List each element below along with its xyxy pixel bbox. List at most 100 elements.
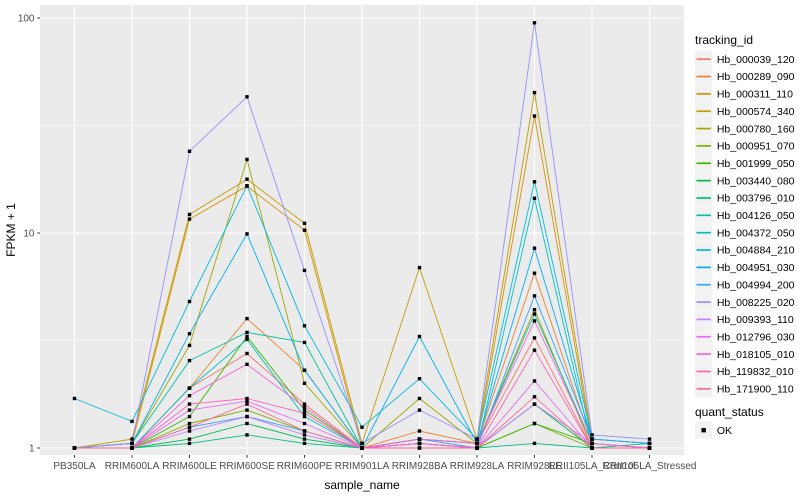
legend-entry: Hb_009393_110 bbox=[695, 310, 794, 329]
data-point bbox=[245, 351, 249, 356]
x-tick-label: RRIM600LE bbox=[162, 461, 217, 472]
data-point bbox=[245, 421, 249, 426]
data-point bbox=[590, 441, 594, 446]
data-point bbox=[245, 362, 249, 366]
legend-entry-label: Hb_000780_160 bbox=[717, 123, 795, 135]
legend-entry: Hb_003440_080 bbox=[695, 171, 795, 190]
x-tick-label: RRIM928LA bbox=[450, 461, 505, 472]
data-point bbox=[245, 399, 249, 403]
quant-point-swatch bbox=[701, 427, 706, 433]
data-point bbox=[72, 396, 77, 401]
data-point bbox=[245, 232, 249, 236]
legend-entry: Hb_000289_090 bbox=[695, 67, 795, 86]
data-point bbox=[302, 421, 307, 426]
data-point bbox=[302, 405, 307, 409]
data-point bbox=[417, 441, 422, 446]
data-point bbox=[532, 308, 537, 312]
x-tick-label: RRIM600SE bbox=[219, 461, 275, 472]
x-tick-label: RRIM928BA bbox=[392, 461, 448, 472]
legend-entry-label: Hb_004994_200 bbox=[717, 279, 795, 291]
legend-entry-label: Hb_000951_070 bbox=[717, 141, 795, 153]
data-point bbox=[130, 446, 134, 450]
data-point bbox=[187, 358, 192, 363]
data-point bbox=[417, 437, 422, 441]
data-point bbox=[245, 177, 249, 181]
x-tick-label: PB350LA bbox=[53, 461, 96, 472]
quant-entry-label: OK bbox=[717, 425, 732, 437]
data-point bbox=[302, 402, 307, 406]
legend-entry-label: Hb_000039_120 bbox=[717, 54, 795, 66]
legend-entry: Hb_018105_010 bbox=[695, 345, 795, 363]
data-point bbox=[187, 414, 192, 419]
data-point bbox=[302, 437, 307, 441]
data-point bbox=[590, 437, 594, 441]
data-point bbox=[360, 446, 364, 450]
data-point bbox=[417, 429, 422, 433]
data-point bbox=[302, 268, 307, 273]
data-point bbox=[532, 246, 537, 250]
data-point bbox=[245, 330, 249, 335]
data-point bbox=[302, 228, 307, 232]
data-point bbox=[187, 437, 192, 441]
data-point bbox=[245, 184, 249, 188]
data-point bbox=[187, 394, 192, 398]
data-point bbox=[590, 446, 594, 450]
data-point bbox=[590, 433, 594, 437]
legend-entry-label: Hb_004372_050 bbox=[717, 227, 795, 239]
data-point bbox=[532, 441, 537, 446]
data-point bbox=[130, 437, 134, 441]
data-point bbox=[187, 149, 192, 153]
legend-entry-label: Hb_003440_080 bbox=[717, 175, 795, 187]
legend-entry-label: Hb_004951_030 bbox=[717, 262, 795, 274]
x-axis-title: sample_name bbox=[324, 478, 400, 492]
y-axis-title: FPKM + 1 bbox=[4, 203, 18, 257]
data-point bbox=[475, 446, 479, 450]
legend-entry-label: Hb_009393_110 bbox=[717, 314, 794, 326]
data-point bbox=[532, 395, 537, 399]
legend-entry-label: Hb_012796_030 bbox=[717, 331, 795, 343]
quant-legend-entry: OK bbox=[695, 421, 732, 439]
data-point bbox=[417, 446, 422, 450]
data-point bbox=[532, 312, 537, 316]
data-point bbox=[187, 441, 192, 446]
legend-entry-label: Hb_003796_010 bbox=[717, 193, 795, 205]
data-point bbox=[187, 421, 192, 426]
data-point bbox=[417, 265, 422, 270]
quant-legend-title: quant_status bbox=[695, 405, 764, 419]
data-point bbox=[475, 441, 479, 446]
x-tick-label: RRIM928LE bbox=[507, 461, 562, 472]
data-point bbox=[187, 299, 192, 304]
data-point bbox=[187, 429, 192, 433]
axes: 1 10 100 PB350LA RRIM600LA RRIM600LE RRIM600SE… bbox=[18, 14, 697, 473]
data-point bbox=[647, 437, 652, 441]
data-point bbox=[360, 425, 364, 429]
legend-entry-label: Hb_001999_050 bbox=[717, 158, 795, 170]
x-tick-label: RRII105LA_Stressed bbox=[603, 461, 697, 472]
legend-entry-label: Hb_018105_010 bbox=[717, 349, 795, 361]
data-point bbox=[532, 21, 537, 25]
data-point bbox=[417, 396, 422, 401]
legend-entry: Hb_004884_210 bbox=[695, 241, 795, 259]
legend-entry: Hb_000311_110 bbox=[695, 85, 793, 103]
data-point bbox=[245, 408, 249, 412]
data-point bbox=[532, 379, 537, 383]
legend-entry: Hb_000780_160 bbox=[695, 119, 795, 138]
legend-entry: Hb_000039_120 bbox=[695, 50, 795, 68]
legend-entry: Hb_004372_050 bbox=[695, 224, 795, 242]
data-point bbox=[245, 396, 249, 401]
y-tick-label: 100 bbox=[18, 14, 35, 25]
data-point bbox=[72, 446, 77, 450]
legend-entry: Hb_171900_110 bbox=[695, 380, 794, 398]
legend-entry: Hb_000951_070 bbox=[695, 137, 795, 155]
data-point bbox=[302, 441, 307, 446]
legend-entry-label: Hb_008225_020 bbox=[717, 297, 795, 309]
quant-legend: OK bbox=[695, 421, 732, 439]
legend-entry-label: Hb_171900_110 bbox=[717, 384, 794, 396]
legend-entry: Hb_000574_340 bbox=[695, 102, 795, 120]
data-point bbox=[245, 433, 249, 437]
tracking-legend-title: tracking_id bbox=[695, 33, 753, 47]
legend-entry: Hb_119832_010 bbox=[695, 362, 794, 381]
data-point bbox=[417, 334, 422, 339]
